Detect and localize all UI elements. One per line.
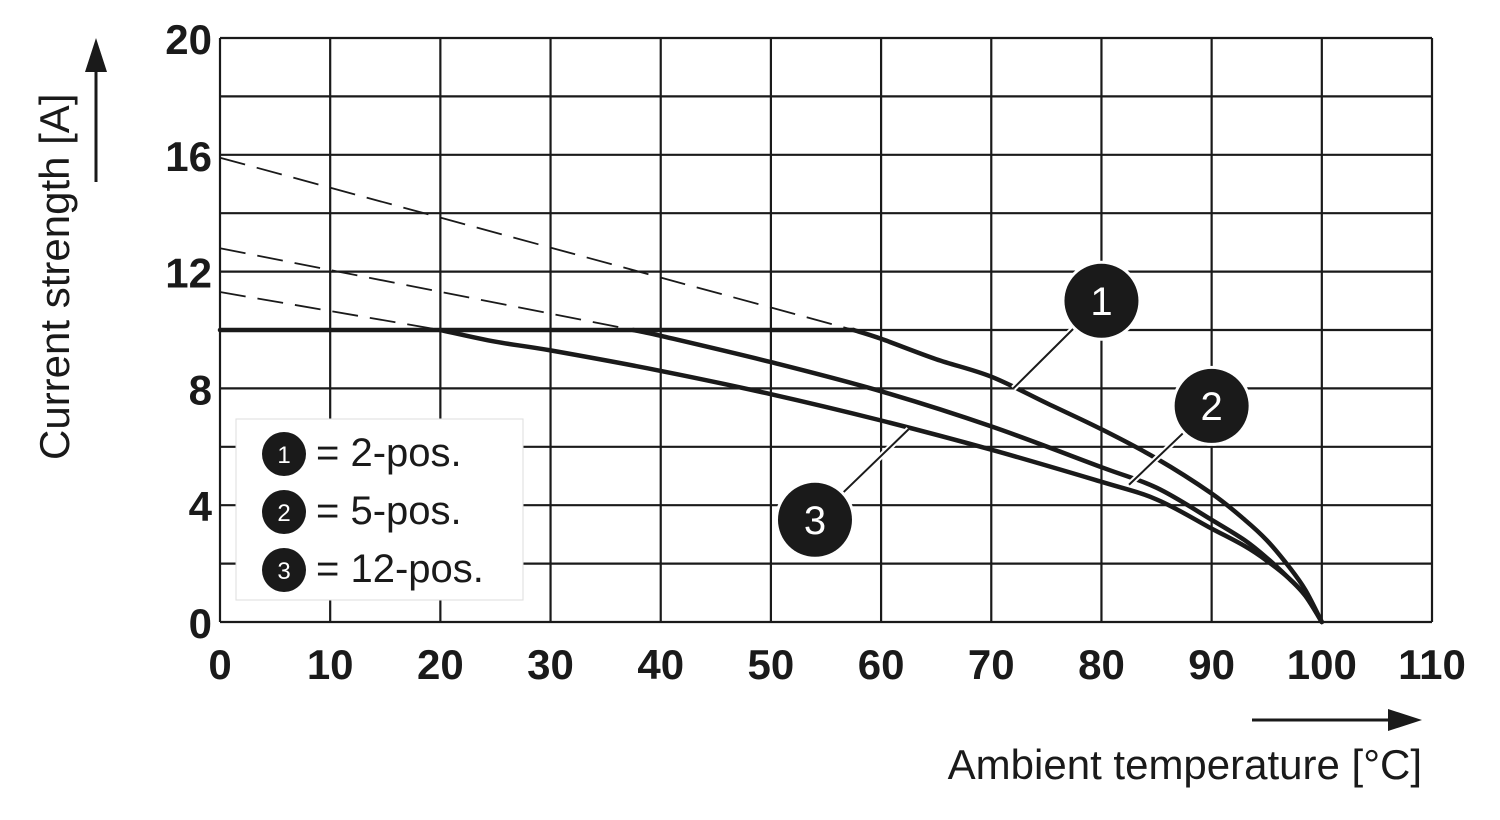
dashed-extrapolation-1 xyxy=(219,156,854,331)
x-tick-label: 40 xyxy=(637,641,684,688)
x-tick-label: 70 xyxy=(968,641,1015,688)
legend: 1 = 2-pos. 2 = 5-pos. 3 = 12-pos. xyxy=(235,418,524,601)
callout-leader-3 xyxy=(840,428,910,495)
legend-badge-2 xyxy=(262,490,306,534)
legend-entry-text: = 12-pos. xyxy=(316,547,484,591)
y-tick-label: 20 xyxy=(165,16,212,63)
callout-badge-number: 3 xyxy=(804,499,826,543)
legend-badge-number: 3 xyxy=(277,558,290,585)
callout-leader-2 xyxy=(1128,430,1186,486)
callout-badge-number: 1 xyxy=(1090,280,1112,324)
curve-callouts: 1 2 3 xyxy=(774,260,1252,560)
y-tick-label: 12 xyxy=(165,250,212,297)
y-axis-label: Current strength [A] xyxy=(31,94,78,461)
legend-entry-text: = 2-pos. xyxy=(316,431,462,475)
legend-badge-number: 2 xyxy=(277,500,290,527)
x-tick-label: 80 xyxy=(1078,641,1125,688)
extrapolation-dashed-lines xyxy=(219,156,854,331)
dashed-extrapolation-2 xyxy=(219,247,634,331)
x-tick-label: 50 xyxy=(748,641,795,688)
y-tick-label: 4 xyxy=(189,483,213,530)
x-tick-label: 60 xyxy=(858,641,905,688)
callout-badge-number: 2 xyxy=(1201,385,1223,429)
y-tick-label: 0 xyxy=(189,600,212,647)
legend-badge-3 xyxy=(262,548,306,592)
x-tick-label: 110 xyxy=(1398,641,1466,688)
x-tick-label: 100 xyxy=(1287,641,1357,688)
legend-badge-1 xyxy=(262,432,306,476)
x-axis-title: Ambient temperature [°C] xyxy=(948,709,1422,788)
x-tick-label: 90 xyxy=(1188,641,1235,688)
x-tick-label: 10 xyxy=(307,641,354,688)
y-tick-label: 8 xyxy=(189,366,212,413)
legend-entry-text: = 5-pos. xyxy=(316,489,462,533)
callout-badge-2 xyxy=(1174,368,1249,443)
curve-series-3 xyxy=(438,327,1325,625)
y-tick-label: 16 xyxy=(165,133,212,180)
x-tick-label: 20 xyxy=(417,641,464,688)
callout-leader-1 xyxy=(1012,326,1076,390)
callout-badge-3 xyxy=(777,482,852,557)
x-axis-arrow-head xyxy=(1388,709,1422,731)
x-axis-label: Ambient temperature [°C] xyxy=(948,741,1422,788)
callout-badge-1 xyxy=(1064,263,1139,338)
x-tick-label: 0 xyxy=(208,641,231,688)
y-axis-title: Current strength [A] xyxy=(31,38,107,460)
y-axis-arrow-head xyxy=(85,38,107,72)
x-tick-label: 30 xyxy=(527,641,574,688)
legend-badge-number: 1 xyxy=(277,442,290,469)
